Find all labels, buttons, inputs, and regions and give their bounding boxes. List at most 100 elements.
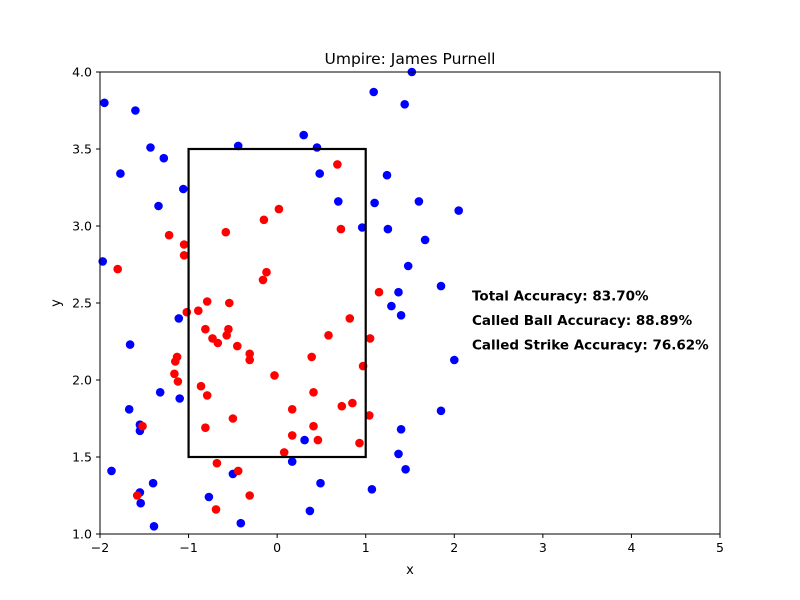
pitch-point [182, 307, 192, 317]
y-tick-label: 4.0 [72, 65, 92, 80]
pitch-point [279, 448, 289, 457]
pitch-point [149, 522, 159, 531]
pitch-point [312, 143, 322, 152]
y-tick-label: 2.5 [72, 296, 92, 311]
pitch-point [315, 169, 325, 178]
pitch-point [365, 411, 374, 420]
x-tick-label: −1 [179, 540, 197, 555]
pitch-point [171, 357, 180, 366]
pitch-point [369, 87, 379, 97]
pitch-point [116, 169, 125, 178]
pitch-point [436, 281, 446, 291]
pitch-point [387, 301, 396, 311]
pitch-point [233, 341, 242, 351]
pitch-point [305, 506, 315, 516]
pitch-point [228, 414, 238, 423]
pitch-point [174, 314, 184, 323]
pitch-point [414, 197, 424, 206]
pitch-point [396, 425, 406, 434]
pitch-point [225, 298, 234, 308]
x-tick-label: 1 [362, 540, 370, 555]
points-layer [98, 67, 464, 531]
pitch-point [259, 215, 269, 225]
pitch-point [138, 421, 147, 431]
pitch-point [287, 457, 297, 466]
pitch-point [125, 340, 135, 349]
pitch-point [258, 275, 268, 285]
pitch-point [357, 223, 367, 232]
pitch-point [454, 206, 464, 215]
pitch-point [213, 338, 223, 348]
pitch-point [221, 227, 231, 237]
pitch-point [287, 431, 297, 440]
pitch-point [324, 331, 333, 340]
pitch-point [370, 198, 379, 208]
pitch-point [400, 100, 410, 109]
pitch-point [374, 287, 384, 297]
pitch-point [300, 435, 309, 445]
pitch-point [146, 143, 155, 152]
pitch-point [222, 331, 231, 340]
pitch-point [334, 197, 343, 206]
y-axis-label: y [49, 299, 64, 307]
pitch-point [136, 498, 145, 508]
y-tick-label: 1.5 [72, 450, 92, 465]
pitch-point [450, 355, 459, 365]
pitch-point [194, 306, 203, 316]
pitch-point [113, 264, 122, 274]
pitch-point [202, 297, 212, 306]
pitch-point [212, 458, 222, 468]
x-axis-label: x [406, 563, 414, 578]
pitch-point [245, 349, 254, 359]
pitch-point [201, 423, 210, 433]
pitch-point [436, 406, 446, 416]
chart-title: Umpire: James Purnell [325, 50, 496, 68]
pitch-point [307, 352, 317, 362]
pitch-point [204, 492, 214, 502]
pitch-point [132, 491, 142, 500]
pitch-point [202, 391, 212, 400]
accuracy-annotation: Called Strike Accuracy: 76.62% [472, 338, 709, 354]
strike-zone [187, 147, 367, 459]
pitch-point [236, 518, 246, 528]
pitch-point [173, 377, 183, 386]
x-tick-label: −2 [91, 540, 109, 555]
pitch-point [233, 466, 243, 476]
pitch-point [179, 240, 189, 249]
pitch-point [309, 421, 318, 431]
pitch-point [394, 449, 403, 459]
pitch-point [211, 505, 221, 514]
pitch-point [175, 394, 184, 403]
x-axis: −2 −1 0 1 2 3 4 5 [91, 534, 724, 555]
pitch-point [367, 485, 377, 494]
pitch-point [201, 324, 210, 334]
pitch-point [196, 381, 206, 391]
pitch-point [179, 251, 189, 260]
pitch-point [124, 405, 134, 414]
pitch-point [155, 388, 165, 397]
pitch-point [159, 153, 169, 163]
y-tick-label: 2.0 [72, 373, 92, 388]
pitch-point [287, 405, 297, 414]
pitch-point [107, 466, 116, 476]
pitch-point [164, 230, 174, 240]
pitch-point [316, 478, 325, 488]
pitch-point [262, 267, 271, 277]
x-tick-label: 5 [716, 540, 724, 555]
accuracy-annotations: Total Accuracy: 83.70% Called Ball Accura… [472, 288, 709, 353]
pitch-point [394, 287, 403, 297]
pitch-point [309, 388, 318, 397]
pitch-point [333, 160, 342, 169]
pitch-point [365, 334, 375, 343]
pitch-point [382, 170, 392, 180]
pitch-point [345, 314, 355, 323]
accuracy-annotation: Total Accuracy: 83.70% [472, 288, 649, 304]
pitch-point [420, 235, 430, 245]
pitch-point [383, 224, 393, 234]
pitch-point [348, 398, 357, 408]
y-tick-label: 1.0 [72, 527, 92, 542]
pitch-point [245, 491, 254, 500]
pitch-point [274, 204, 284, 214]
